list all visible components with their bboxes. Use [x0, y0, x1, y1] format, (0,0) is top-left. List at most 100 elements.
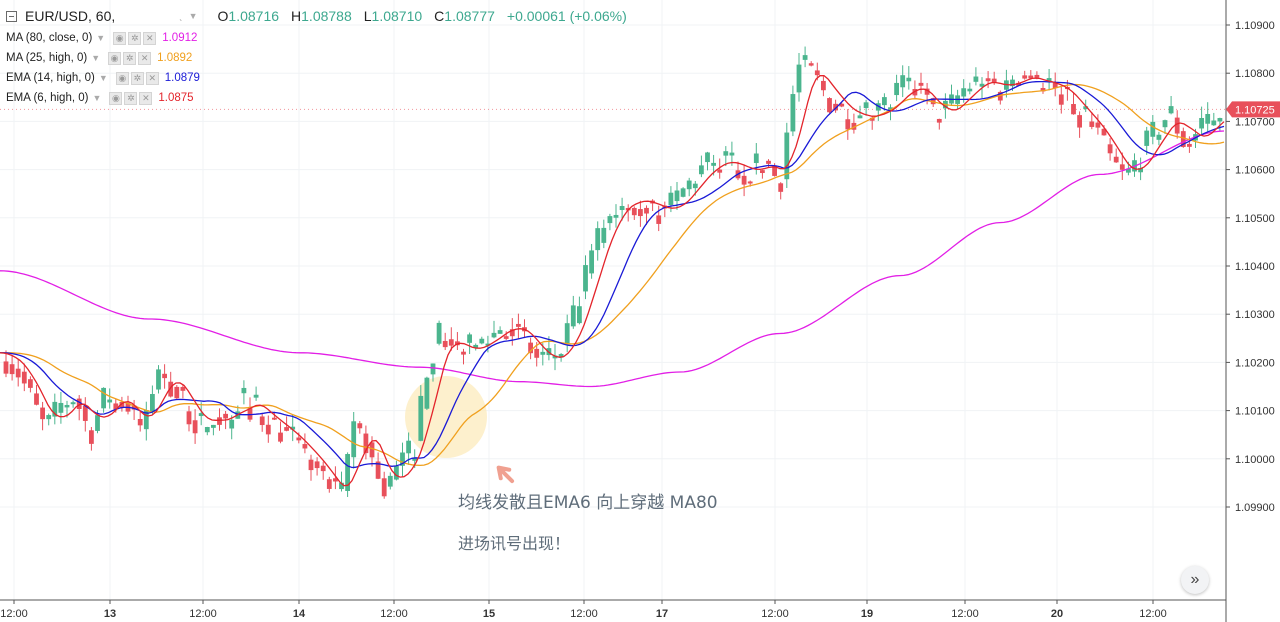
- candle: [1205, 102, 1211, 132]
- indicator-name: MA (25, high, 0): [6, 52, 88, 64]
- candle: [1040, 82, 1046, 94]
- candle: [259, 413, 265, 432]
- candle: [570, 295, 576, 329]
- candle: [906, 66, 912, 90]
- candle: [528, 337, 533, 360]
- candle: [52, 393, 58, 425]
- candle: [156, 365, 161, 394]
- candle: [284, 416, 289, 432]
- candle: [326, 476, 332, 493]
- indicator-row[interactable]: EMA (14, high, 0) ▼ ◉ ✲ ✕ 1.0879: [6, 68, 627, 88]
- crossover-highlight: [405, 376, 487, 458]
- eye-icon[interactable]: ◉: [109, 91, 123, 105]
- tick-mark: ˎ: [179, 10, 183, 22]
- candle: [1028, 70, 1034, 80]
- annotation-line-2: 进场讯号出现！: [458, 534, 570, 553]
- candle: [497, 326, 503, 334]
- candle: [345, 452, 350, 497]
- candle: [808, 61, 814, 67]
- candle: [680, 187, 686, 198]
- close-icon[interactable]: ✕: [145, 71, 159, 85]
- time-axis-label: 12:00: [761, 608, 789, 620]
- candle: [686, 177, 692, 197]
- chevron-down-icon[interactable]: ▼: [91, 53, 101, 63]
- gear-icon[interactable]: ✲: [124, 91, 138, 105]
- candle: [1156, 131, 1162, 146]
- candle: [278, 421, 283, 444]
- candle: [131, 399, 137, 420]
- gear-icon[interactable]: ✲: [123, 51, 137, 65]
- candle: [58, 391, 64, 424]
- chevron-down-icon[interactable]: ▼: [92, 93, 102, 103]
- eye-icon[interactable]: ◉: [113, 31, 127, 45]
- ohlc-value: 1.08716: [228, 8, 280, 24]
- candle: [882, 93, 887, 111]
- candle: [143, 401, 149, 441]
- candle: [863, 99, 869, 116]
- time-axis-label: 12:00: [189, 608, 217, 620]
- candle: [845, 109, 851, 140]
- scroll-to-realtime-button[interactable]: »: [1181, 566, 1209, 594]
- price-axis-label: 1.10000: [1235, 454, 1275, 466]
- ohlc-key: C: [434, 8, 445, 24]
- eye-icon[interactable]: ◉: [115, 71, 129, 85]
- candle: [473, 343, 479, 351]
- candle: [1150, 115, 1156, 145]
- price-axis-label: 1.10600: [1235, 165, 1275, 177]
- ohlc-value: 1.08788: [301, 8, 352, 24]
- candle: [516, 313, 521, 339]
- price-axis-label: 1.10100: [1235, 406, 1275, 418]
- candle: [211, 424, 216, 436]
- candle: [180, 384, 186, 399]
- candle: [363, 425, 369, 460]
- close-icon[interactable]: ✕: [139, 91, 153, 105]
- candle: [387, 472, 393, 490]
- symbol-label: EUR/USD, 60,: [25, 8, 116, 24]
- candle: [333, 466, 338, 490]
- candle: [967, 82, 973, 95]
- candle: [448, 327, 454, 351]
- chevron-down-icon[interactable]: ▼: [98, 73, 108, 83]
- time-axis-label: 12:00: [380, 608, 408, 620]
- candle: [424, 376, 430, 411]
- gear-icon[interactable]: ✲: [130, 71, 144, 85]
- candle: [1058, 86, 1064, 114]
- indicator-value: 1.0912: [162, 32, 198, 44]
- chevron-down-icon[interactable]: ▼: [96, 33, 106, 43]
- candle: [1022, 70, 1028, 80]
- indicator-row[interactable]: MA (25, high, 0) ▼ ◉ ✲ ✕ 1.0892: [6, 48, 627, 68]
- chevron-down-icon[interactable]: ▼: [188, 11, 198, 21]
- candle: [833, 99, 838, 113]
- candle: [491, 320, 497, 339]
- gear-icon[interactable]: ✲: [128, 31, 142, 45]
- candle: [577, 296, 582, 325]
- price-axis-label: 1.10200: [1235, 357, 1275, 369]
- candle: [595, 221, 601, 261]
- time-axis-label: 17: [656, 608, 668, 620]
- candle: [1144, 126, 1150, 155]
- candle: [436, 320, 442, 346]
- annotation-line-1: 均线发散且EMA6 向上穿越 MA80: [458, 493, 718, 513]
- candle: [15, 359, 21, 387]
- candle: [455, 332, 460, 351]
- collapse-icon[interactable]: [6, 10, 17, 22]
- candle: [302, 433, 308, 454]
- ema6-line: [0, 74, 1225, 487]
- eye-icon[interactable]: ◉: [108, 51, 122, 65]
- candle: [162, 364, 167, 389]
- time-axis-label: 12:00: [0, 608, 28, 620]
- annotation: 均线发散且EMA6 向上穿越 MA80 进场讯号出现！: [458, 465, 718, 553]
- candle: [34, 385, 39, 406]
- candle: [705, 151, 710, 171]
- price-axis-label: 1.10900: [1235, 20, 1275, 32]
- close-icon[interactable]: ✕: [143, 31, 157, 45]
- indicator-name: EMA (6, high, 0): [6, 92, 89, 104]
- close-icon[interactable]: ✕: [138, 51, 152, 65]
- candle: [839, 102, 845, 108]
- indicator-row[interactable]: EMA (6, high, 0) ▼ ◉ ✲ ✕ 1.0875: [6, 88, 627, 108]
- candle: [479, 336, 485, 345]
- candle: [607, 213, 613, 231]
- indicator-row[interactable]: MA (80, close, 0) ▼ ◉ ✲ ✕ 1.0912: [6, 28, 627, 48]
